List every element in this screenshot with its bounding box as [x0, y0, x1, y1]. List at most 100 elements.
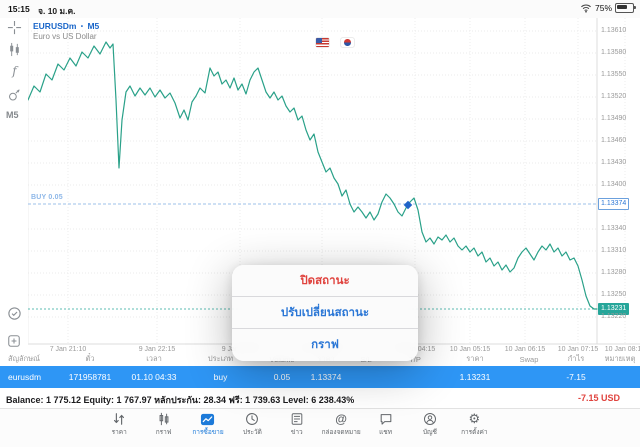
tab-label: กล่องจดหมาย: [321, 429, 361, 436]
table-column-header: สัญลักษณ์: [8, 354, 41, 363]
table-cell: -7.15: [566, 372, 586, 382]
settings-icon: ⚙: [468, 411, 481, 426]
context-menu-item[interactable]: กราฟ: [311, 339, 339, 351]
y-axis-label: 1.13250: [601, 291, 627, 298]
timeframe-button[interactable]: M5: [6, 110, 19, 120]
symbol-dot-icon: •: [80, 24, 84, 30]
status-date: จ. 10 ม.ค.: [38, 6, 76, 16]
add-order-icon[interactable]: [7, 334, 22, 349]
account-summary-text: Balance: 1 775.12 Equity: 1 767.97 หลักป…: [6, 395, 355, 405]
x-axis-label: 10 Jan 05:15: [449, 346, 491, 353]
context-menu-item[interactable]: ปิดสถานะ: [300, 275, 350, 287]
tab-chat[interactable]: แชท: [363, 412, 407, 437]
table-column-header: ประเภท: [207, 354, 234, 363]
candlestick-tool-icon[interactable]: [7, 42, 22, 57]
tab-news[interactable]: ข่าว: [275, 412, 319, 437]
table-column-header: T/P: [409, 354, 421, 364]
table-column-header: ราคา: [466, 354, 484, 363]
x-axis-label: 7 Jan 21:10: [49, 346, 87, 353]
flag-kr-icon: [341, 38, 354, 47]
table-cell: eurusdm: [8, 372, 42, 382]
y-axis-label: 1.13580: [601, 49, 627, 56]
status-time: 15:15: [8, 4, 30, 14]
buy-price-badge: 1.13374: [598, 198, 630, 210]
account-summary-bar: Balance: 1 775.12 Equity: 1 767.97 หลักป…: [0, 388, 640, 409]
bottom-tab-bar: ราคา กราฟ การซื้อขาย ประวัติ ข่าว @ กล่องจดหมา…: [0, 408, 640, 447]
account-icon: [423, 412, 437, 426]
tab-label: แชท: [379, 429, 392, 436]
y-axis-label: 1.13490: [601, 115, 627, 122]
table-cell: 171958781: [68, 372, 112, 382]
y-axis-label: 1.13280: [601, 269, 627, 276]
tab-label: การซื้อขาย: [192, 429, 224, 436]
news-icon: [290, 412, 304, 426]
tab-label: ประวัติ: [242, 429, 262, 436]
flag-us-icon: [316, 38, 329, 47]
chart-icon: [157, 412, 171, 426]
tab-history[interactable]: ประวัติ: [230, 412, 274, 437]
chart-header[interactable]: EURUSDm • M5 Euro vs US Dollar: [33, 20, 99, 42]
table-cell: 1.13231: [459, 372, 491, 382]
tab-quotes[interactable]: ราคา: [97, 412, 141, 437]
chart-symbol: EURUSDm: [33, 21, 77, 31]
indicators-icon[interactable]: f: [12, 64, 17, 78]
wifi-icon: [580, 3, 592, 13]
mailbox-icon: @: [335, 412, 347, 426]
table-column-header: Swap: [519, 354, 539, 364]
battery-icon: [615, 3, 636, 13]
table-column-header: เวลา: [146, 354, 162, 363]
price-line-series: [27, 41, 598, 310]
battery-percent: 75%: [594, 3, 612, 13]
table-column-header: ตั๋ว: [85, 354, 95, 363]
table-cell: 0.05: [273, 372, 291, 382]
context-menu-item[interactable]: ปรับเปลี่ยนสถานะ: [280, 307, 370, 319]
tab-mailbox[interactable]: @ กล่องจดหมาย: [319, 412, 363, 437]
quotes-icon: [112, 412, 126, 426]
tab-chart[interactable]: กราฟ: [141, 412, 185, 437]
table-cell: 01.10 04:33: [131, 372, 177, 382]
position-row[interactable]: eurusdm 171958781 01.10 04:33 buy 0.05 1.1337…: [0, 366, 640, 388]
tab-label: ราคา: [111, 429, 127, 436]
table-column-header: หมายเหตุ: [604, 354, 636, 363]
history-icon: [245, 412, 259, 426]
y-axis-label: 1.13220: [601, 313, 627, 320]
tab-trade[interactable]: การซื้อขาย: [186, 412, 230, 437]
tab-label: บัญชี: [422, 429, 437, 436]
floating-pl: -7.15 USD: [577, 393, 620, 403]
y-axis-label: 1.13340: [601, 225, 627, 232]
current-price-badge: 1.13231: [598, 303, 630, 315]
trade-icon: [200, 412, 215, 426]
menu-divider: [232, 328, 418, 329]
status-bar: 15:15 จ. 10 ม.ค. 75%: [0, 0, 640, 18]
buy-entry-marker-icon: [403, 200, 413, 210]
chart-timeframe: M5: [87, 21, 100, 31]
y-axis-label: 1.13430: [601, 159, 627, 166]
table-column-header: กำไร: [567, 354, 585, 363]
clock-check-icon[interactable]: [7, 306, 22, 321]
chat-icon: [379, 412, 393, 426]
position-context-menu: ปิดสถานะปรับเปลี่ยนสถานะกราฟ: [232, 265, 418, 361]
x-axis-label: 9 Jan 22:15: [138, 346, 176, 353]
y-axis-label: 1.13310: [601, 247, 627, 254]
table-cell: buy: [213, 372, 228, 382]
y-axis-label: 1.13610: [601, 27, 627, 34]
y-axis-label: 1.13460: [601, 137, 627, 144]
crosshair-icon[interactable]: [7, 20, 22, 35]
x-axis-label: 10 Jan 06:15: [504, 346, 546, 353]
tab-label: การตั้งค่า: [461, 429, 488, 436]
tab-label: กราฟ: [155, 429, 172, 436]
objects-icon[interactable]: [7, 87, 22, 102]
chart-description: Euro vs US Dollar: [33, 32, 97, 41]
buy-position-label: BUY 0.05: [31, 194, 63, 201]
table-cell: 1.13374: [310, 372, 342, 382]
y-axis-label: 1.13550: [601, 71, 627, 78]
tab-label: ข่าว: [290, 429, 303, 436]
y-axis-label: 1.13520: [601, 93, 627, 100]
x-axis-label: 10 Jan 08:15: [604, 346, 640, 353]
tab-settings[interactable]: ⚙ การตั้งค่า: [452, 412, 496, 437]
y-axis-label: 1.13400: [601, 181, 627, 188]
tab-account[interactable]: บัญชี: [408, 412, 452, 437]
x-axis-label: 10 Jan 07:15: [557, 346, 599, 353]
chart-toolbar: f M5: [0, 18, 28, 352]
